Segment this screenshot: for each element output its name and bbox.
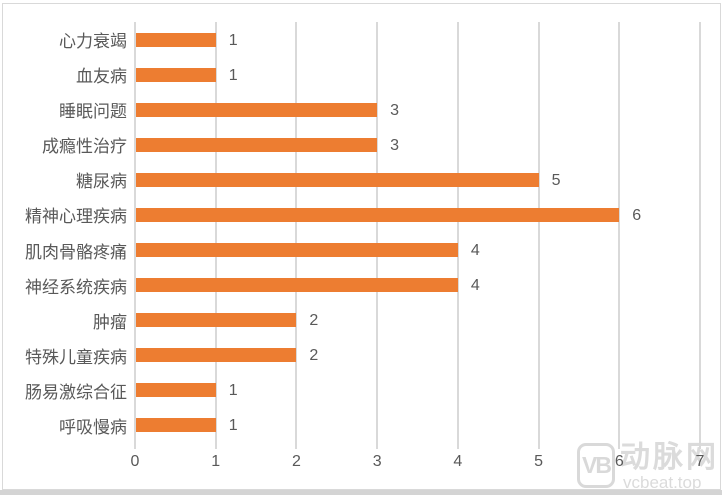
x-tick-label: 0 xyxy=(130,453,140,470)
bar xyxy=(136,278,458,293)
bar-value-label: 4 xyxy=(470,242,480,260)
bar-value-label: 2 xyxy=(309,312,319,330)
x-tick-label: 4 xyxy=(453,453,463,470)
bar xyxy=(136,137,378,152)
bar-value-label: 2 xyxy=(309,347,319,365)
bar xyxy=(136,348,297,363)
category-label: 成瘾性治疗 xyxy=(42,137,127,157)
bar-value-label: 4 xyxy=(470,277,480,295)
category-label: 睡眠问题 xyxy=(59,102,127,122)
x-tick-label: 1 xyxy=(211,453,221,470)
bar xyxy=(136,418,216,433)
bar xyxy=(136,172,539,187)
category-label: 精神心理疾病 xyxy=(25,207,127,227)
bottom-edge-strip xyxy=(0,490,722,495)
bar xyxy=(136,67,216,82)
bar xyxy=(136,102,378,117)
gridline xyxy=(376,22,379,449)
bar xyxy=(136,207,620,222)
watermark-url: vcbeat.top xyxy=(623,473,702,492)
x-tick-label: 7 xyxy=(695,453,705,470)
bar-value-label: 1 xyxy=(228,31,238,49)
gridline xyxy=(456,22,459,449)
bar-value-label: 1 xyxy=(228,66,238,84)
bar-value-label: 3 xyxy=(390,136,400,154)
category-label: 心力衰竭 xyxy=(59,32,127,52)
gridline xyxy=(295,22,298,449)
x-tick-label: 2 xyxy=(291,453,301,470)
gridline xyxy=(618,22,621,449)
watermark: VB 动脉网 vcbeat.top xyxy=(577,443,719,491)
category-label: 呼吸慢病 xyxy=(59,417,127,437)
x-tick-label: 6 xyxy=(614,453,624,470)
category-label: 神经系统疾病 xyxy=(25,277,127,297)
category-label: 血友病 xyxy=(76,67,127,87)
x-tick-label: 3 xyxy=(372,453,382,470)
bar-value-label: 6 xyxy=(632,206,642,224)
category-label: 肌肉骨骼疼痛 xyxy=(25,242,127,262)
bar xyxy=(136,383,216,398)
gridline xyxy=(537,22,540,449)
category-label: 肠易激综合征 xyxy=(25,382,127,402)
category-label: 肿瘤 xyxy=(93,312,127,332)
x-tick-label: 5 xyxy=(534,453,544,470)
category-label: 糖尿病 xyxy=(76,172,127,192)
gridline xyxy=(214,22,217,449)
bar xyxy=(136,313,297,328)
category-label: 特殊儿童疾病 xyxy=(25,347,127,367)
gridline xyxy=(134,22,136,449)
gridline xyxy=(699,22,701,449)
bar-value-label: 1 xyxy=(228,417,238,435)
vcbeat-logo-letters: VB xyxy=(582,452,612,478)
bar-value-label: 3 xyxy=(390,101,400,119)
bar-value-label: 1 xyxy=(228,382,238,400)
bar xyxy=(136,243,458,258)
bar-value-label: 5 xyxy=(551,171,561,189)
vcbeat-logo-icon: VB xyxy=(577,443,615,488)
bar xyxy=(136,32,216,47)
